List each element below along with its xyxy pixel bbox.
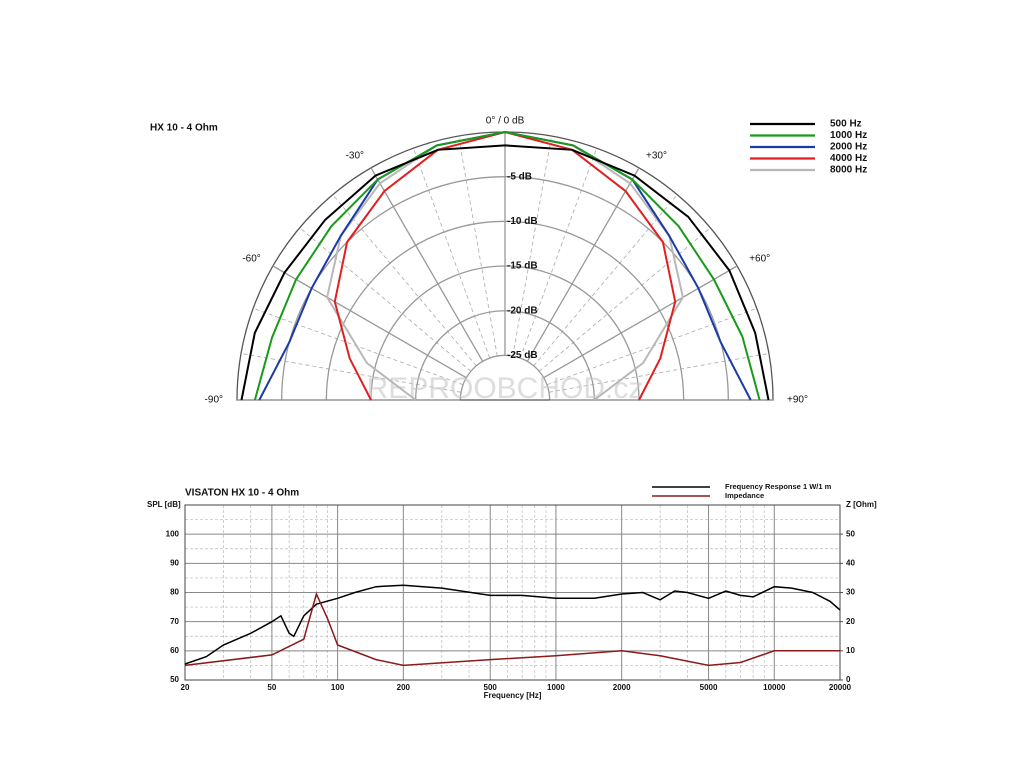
x-tick-label: 100 bbox=[331, 683, 345, 692]
angle-label: -30° bbox=[346, 150, 364, 161]
y2-tick-label: 40 bbox=[846, 558, 855, 567]
x-tick-label: 50 bbox=[267, 683, 276, 692]
x-axis-label: Frequency [Hz] bbox=[484, 691, 542, 700]
x-tick-label: 5000 bbox=[700, 683, 718, 692]
ring-label: -20 dB bbox=[507, 305, 538, 316]
x-tick-label: 1000 bbox=[547, 683, 565, 692]
y-tick-label: 50 bbox=[170, 675, 179, 684]
y2-tick-label: 50 bbox=[846, 529, 855, 538]
chart-title: HX 10 - 4 Ohm bbox=[150, 123, 218, 134]
spoke bbox=[370, 167, 484, 362]
angle-label: -90° bbox=[205, 395, 223, 406]
x-tick-label: 20 bbox=[181, 683, 190, 692]
minor-radial bbox=[241, 353, 462, 393]
minor-radial bbox=[253, 307, 464, 386]
ring-label: -10 dB bbox=[507, 216, 538, 227]
x-tick-label: 10000 bbox=[763, 683, 786, 692]
ring-label: -5 dB bbox=[507, 171, 532, 182]
series-line bbox=[184, 584, 841, 665]
polar-line bbox=[240, 144, 770, 401]
legend-label: 8000 Hz bbox=[830, 165, 867, 176]
minor-radial bbox=[548, 353, 769, 393]
y2-tick-label: 0 bbox=[846, 675, 851, 684]
angle-label: 0° / 0 dB bbox=[486, 116, 525, 127]
minor-radial bbox=[546, 307, 757, 386]
series-line bbox=[184, 591, 840, 667]
y2-tick-label: 20 bbox=[846, 617, 855, 626]
legend-label: 4000 Hz bbox=[830, 153, 867, 164]
spoke bbox=[526, 167, 640, 362]
watermark: REPROOBCHOD.cz bbox=[367, 372, 644, 405]
y-tick-label: 90 bbox=[170, 558, 179, 567]
legend-label: 500 Hz bbox=[830, 119, 862, 130]
x-tick-label: 20000 bbox=[829, 683, 852, 692]
ring-label: -25 dB bbox=[507, 350, 538, 361]
y-tick-label: 70 bbox=[170, 617, 179, 626]
minor-radial bbox=[538, 227, 711, 372]
y-axis-label: SPL [dB] bbox=[147, 500, 181, 509]
minor-radial bbox=[533, 194, 678, 367]
minor-radial bbox=[332, 194, 477, 367]
plot-frame bbox=[184, 504, 841, 681]
chart-title: VISATON HX 10 - 4 Ohm bbox=[185, 488, 299, 499]
legend-label: 1000 Hz bbox=[830, 130, 867, 141]
x-tick-label: 200 bbox=[397, 683, 411, 692]
ring-label: -15 dB bbox=[507, 261, 538, 272]
y-tick-label: 80 bbox=[170, 588, 179, 597]
y2-tick-label: 10 bbox=[846, 646, 855, 655]
polar-line bbox=[253, 130, 761, 401]
y-tick-label: 100 bbox=[166, 529, 180, 538]
minor-radial bbox=[299, 227, 472, 372]
spoke bbox=[543, 265, 738, 379]
minor-radial bbox=[412, 148, 491, 359]
y-tick-label: 60 bbox=[170, 646, 179, 655]
legend-label: 2000 Hz bbox=[830, 142, 867, 153]
y2-tick-label: 30 bbox=[846, 588, 855, 597]
minor-radial bbox=[512, 136, 552, 357]
angle-label: +90° bbox=[787, 395, 808, 406]
minor-radial bbox=[458, 136, 498, 357]
y2-axis-label: Z [Ohm] bbox=[846, 500, 877, 509]
angle-label: +60° bbox=[749, 254, 770, 265]
x-tick-label: 500 bbox=[484, 683, 498, 692]
angle-label: -60° bbox=[242, 254, 260, 265]
spoke bbox=[272, 265, 467, 379]
angle-label: +30° bbox=[646, 150, 667, 161]
x-tick-label: 2000 bbox=[613, 683, 631, 692]
legend-label: Frequency Response 1 W/1 m bbox=[725, 482, 832, 491]
minor-radial bbox=[519, 148, 598, 359]
legend-label: Impedance bbox=[725, 491, 764, 500]
outer-ring bbox=[236, 131, 774, 401]
